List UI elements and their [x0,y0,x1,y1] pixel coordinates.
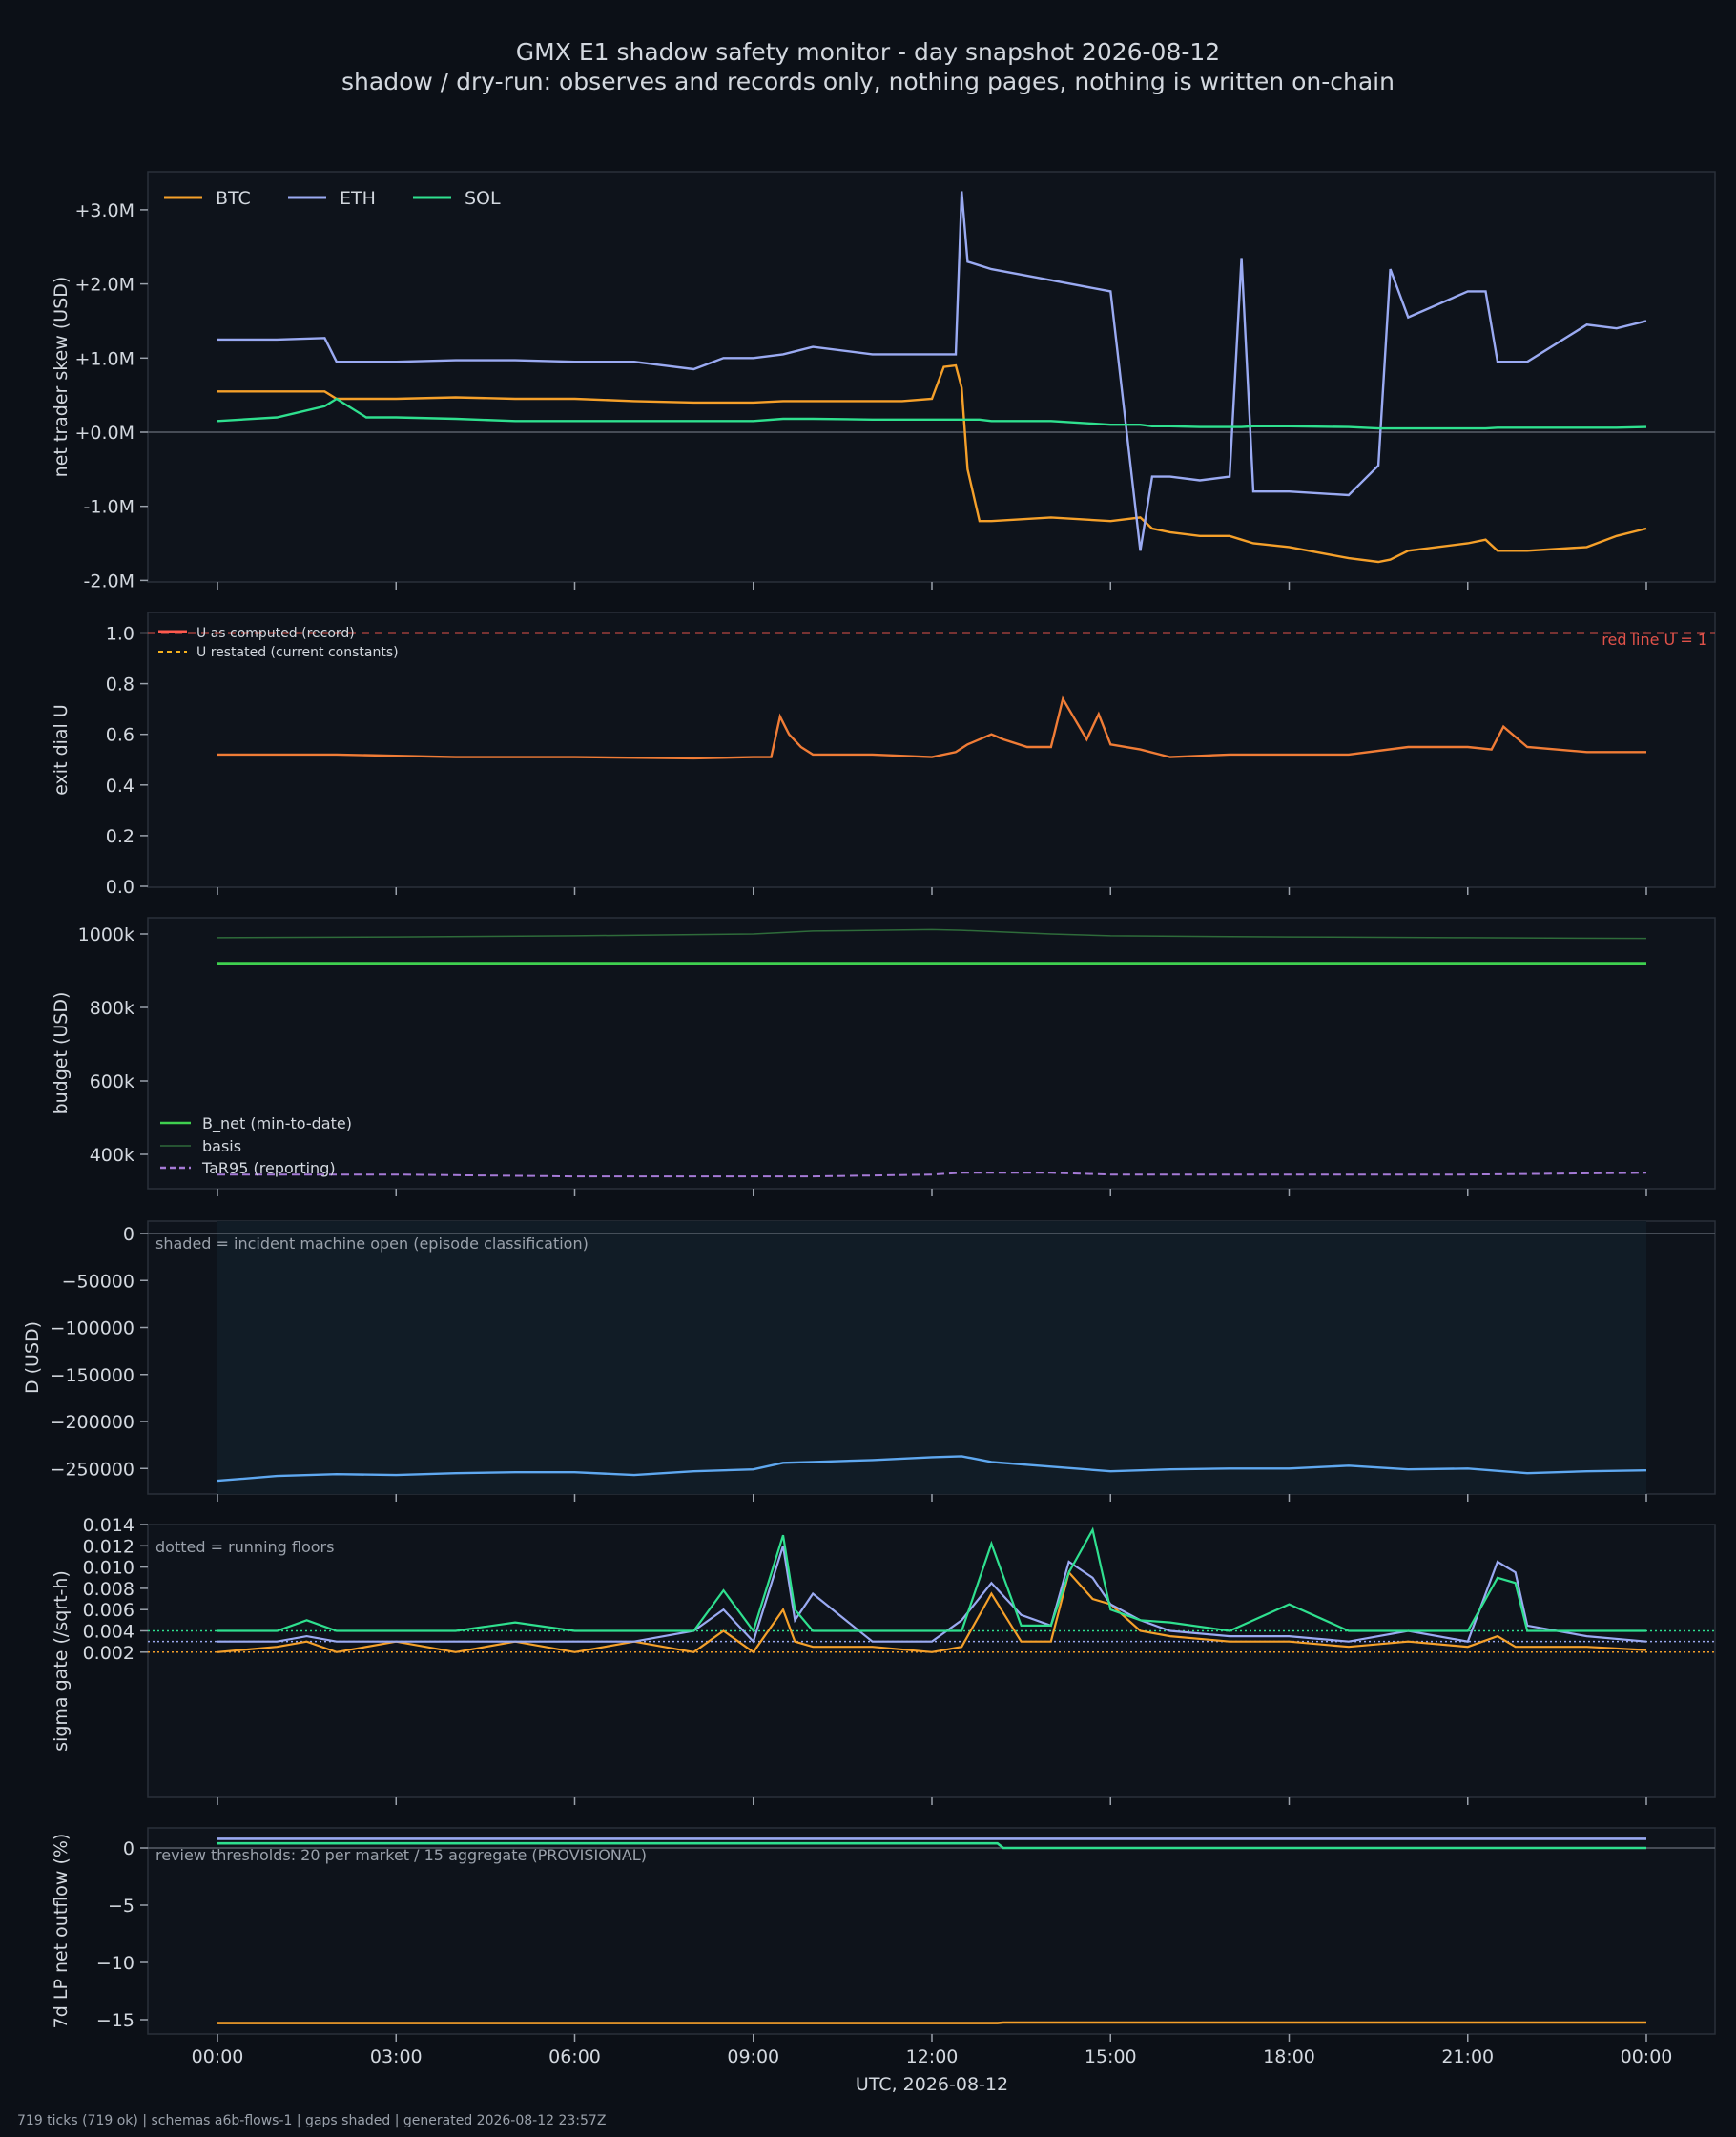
footer-status: 719 ticks (719 ok) | schemas a6b-flows-1… [17,2113,607,2128]
series-sol [217,1841,1646,1850]
y-tick-label: 0.014 [83,1515,134,1536]
y-tick-label: 0.010 [83,1558,134,1579]
series-tar95 [217,1172,1647,1178]
y-tick-label: 600k [90,1071,134,1092]
y-tick-label: +1.0M [74,348,134,369]
panel-frame [147,917,1716,1190]
x-axis-label: UTC, 2026-08-12 [856,2074,1008,2095]
y-tick-label: −15 [96,2010,134,2031]
series-basis [217,928,1647,940]
y-tick-label: +3.0M [74,200,134,221]
y-tick-label: 0 [123,1224,134,1245]
y-axis-label: 7d LP net outflow (%) [51,1834,72,2029]
legend-label: B_net (min-to-date) [202,1114,352,1133]
chart-title: GMX E1 shadow safety monitor - day snaps… [515,38,1221,66]
y-tick-label: −200000 [51,1412,134,1433]
y-tick-label: −50000 [62,1271,134,1292]
x-tick-label: 09:00 [727,2046,779,2067]
panel-annotation: review thresholds: 20 per market / 15 ag… [155,1846,647,1864]
panel-annotation: shaded = incident machine open (episode … [155,1234,589,1253]
series-btc [217,1569,1647,1654]
y-tick-label: 0.006 [83,1600,134,1621]
y-tick-label: 400k [90,1145,134,1166]
series-eth [217,1545,1647,1644]
legend-label: ETH [340,188,376,209]
x-tick-label: 12:00 [906,2046,959,2067]
x-tick-label: 06:00 [548,2046,601,2067]
y-tick-label: 0.4 [106,776,134,797]
panel-frame [147,612,1716,888]
red-line-annotation: red line U = 1 [1602,631,1707,649]
y-tick-label: 0.8 [106,674,134,695]
legend-label: TaR95 (reporting) [201,1159,336,1177]
y-tick-label: 0 [123,1838,134,1859]
y-tick-label: 0.002 [83,1643,134,1664]
y-axis-label: D (USD) [22,1321,43,1394]
title-block: GMX E1 shadow safety monitor - day snaps… [0,38,1736,97]
x-tick-label: 00:00 [192,2046,244,2067]
panel-frame [147,171,1716,583]
y-tick-label: 800k [90,998,134,1019]
y-axis-label: net trader skew (USD) [51,277,72,478]
y-tick-label: -1.0M [84,497,134,518]
x-tick-label: 00:00 [1621,2046,1673,2067]
y-tick-label: −5 [108,1896,134,1917]
y-axis-label: exit dial U [51,704,72,796]
series-btc [217,363,1647,564]
y-tick-label: -2.0M [84,571,134,591]
series-sol [217,397,1647,430]
panel-frame [147,1524,1716,1798]
y-axis-label: sigma gate (/sqrt-h) [51,1570,72,1752]
y-tick-label: 0.008 [83,1579,134,1600]
y-tick-label: −150000 [51,1365,134,1386]
panel-2: 1.0 0.8 0.6 0.4 0.2 0.0 exit dial U red line U … [51,612,1716,898]
legend-label: BTC [216,188,251,209]
incident-shade [217,1221,1646,1494]
y-tick-label: −10 [96,1953,134,1974]
x-tick-label: 18:00 [1263,2046,1315,2067]
panel-3: 1000k 800k 600k 400k budget (USD) B_net (min-… [51,917,1716,1196]
y-tick-label: 0.6 [106,725,134,746]
legend-label: SOL [465,188,501,209]
panel-6: 0 −5 −10 −15 7d LP net outflow (%) review thr… [51,1827,1716,2042]
y-axis-label: budget (USD) [51,992,72,1115]
y-tick-label: 0.012 [83,1536,134,1557]
series-d [217,1455,1647,1483]
panel-annotation: dotted = running floors [155,1538,334,1556]
y-tick-label: 1000k [78,924,134,945]
panel-frame [147,1827,1716,2035]
panel-4: 0 −50000 −100000 −150000 −200000 −250000 D (US… [22,1220,1716,1502]
chart-subtitle: shadow / dry-run: observes and records o… [341,68,1395,95]
series-u [217,695,1646,760]
x-tick-label: 03:00 [370,2046,423,2067]
panel-1: +3.0M +2.0M +1.0M +0.0M -1.0M -2.0M net trader… [51,171,1716,591]
y-tick-label: 0.0 [106,877,134,898]
legend-label: U as computed (record) [196,626,355,641]
legend-label: basis [202,1137,241,1155]
y-tick-label: −100000 [51,1318,134,1339]
series-sol [217,1526,1646,1633]
x-tick-label: 15:00 [1085,2046,1137,2067]
y-tick-label: +0.0M [74,423,134,444]
y-tick-label: 1.0 [106,624,134,645]
legend-label: U restated (current constants) [196,645,399,660]
y-tick-label: 0.004 [83,1622,134,1643]
y-tick-label: −250000 [51,1459,134,1480]
series-eth [217,191,1647,551]
y-tick-label: 0.2 [106,826,134,847]
x-tick-label: 21:00 [1441,2046,1494,2067]
y-tick-label: +2.0M [74,275,134,296]
